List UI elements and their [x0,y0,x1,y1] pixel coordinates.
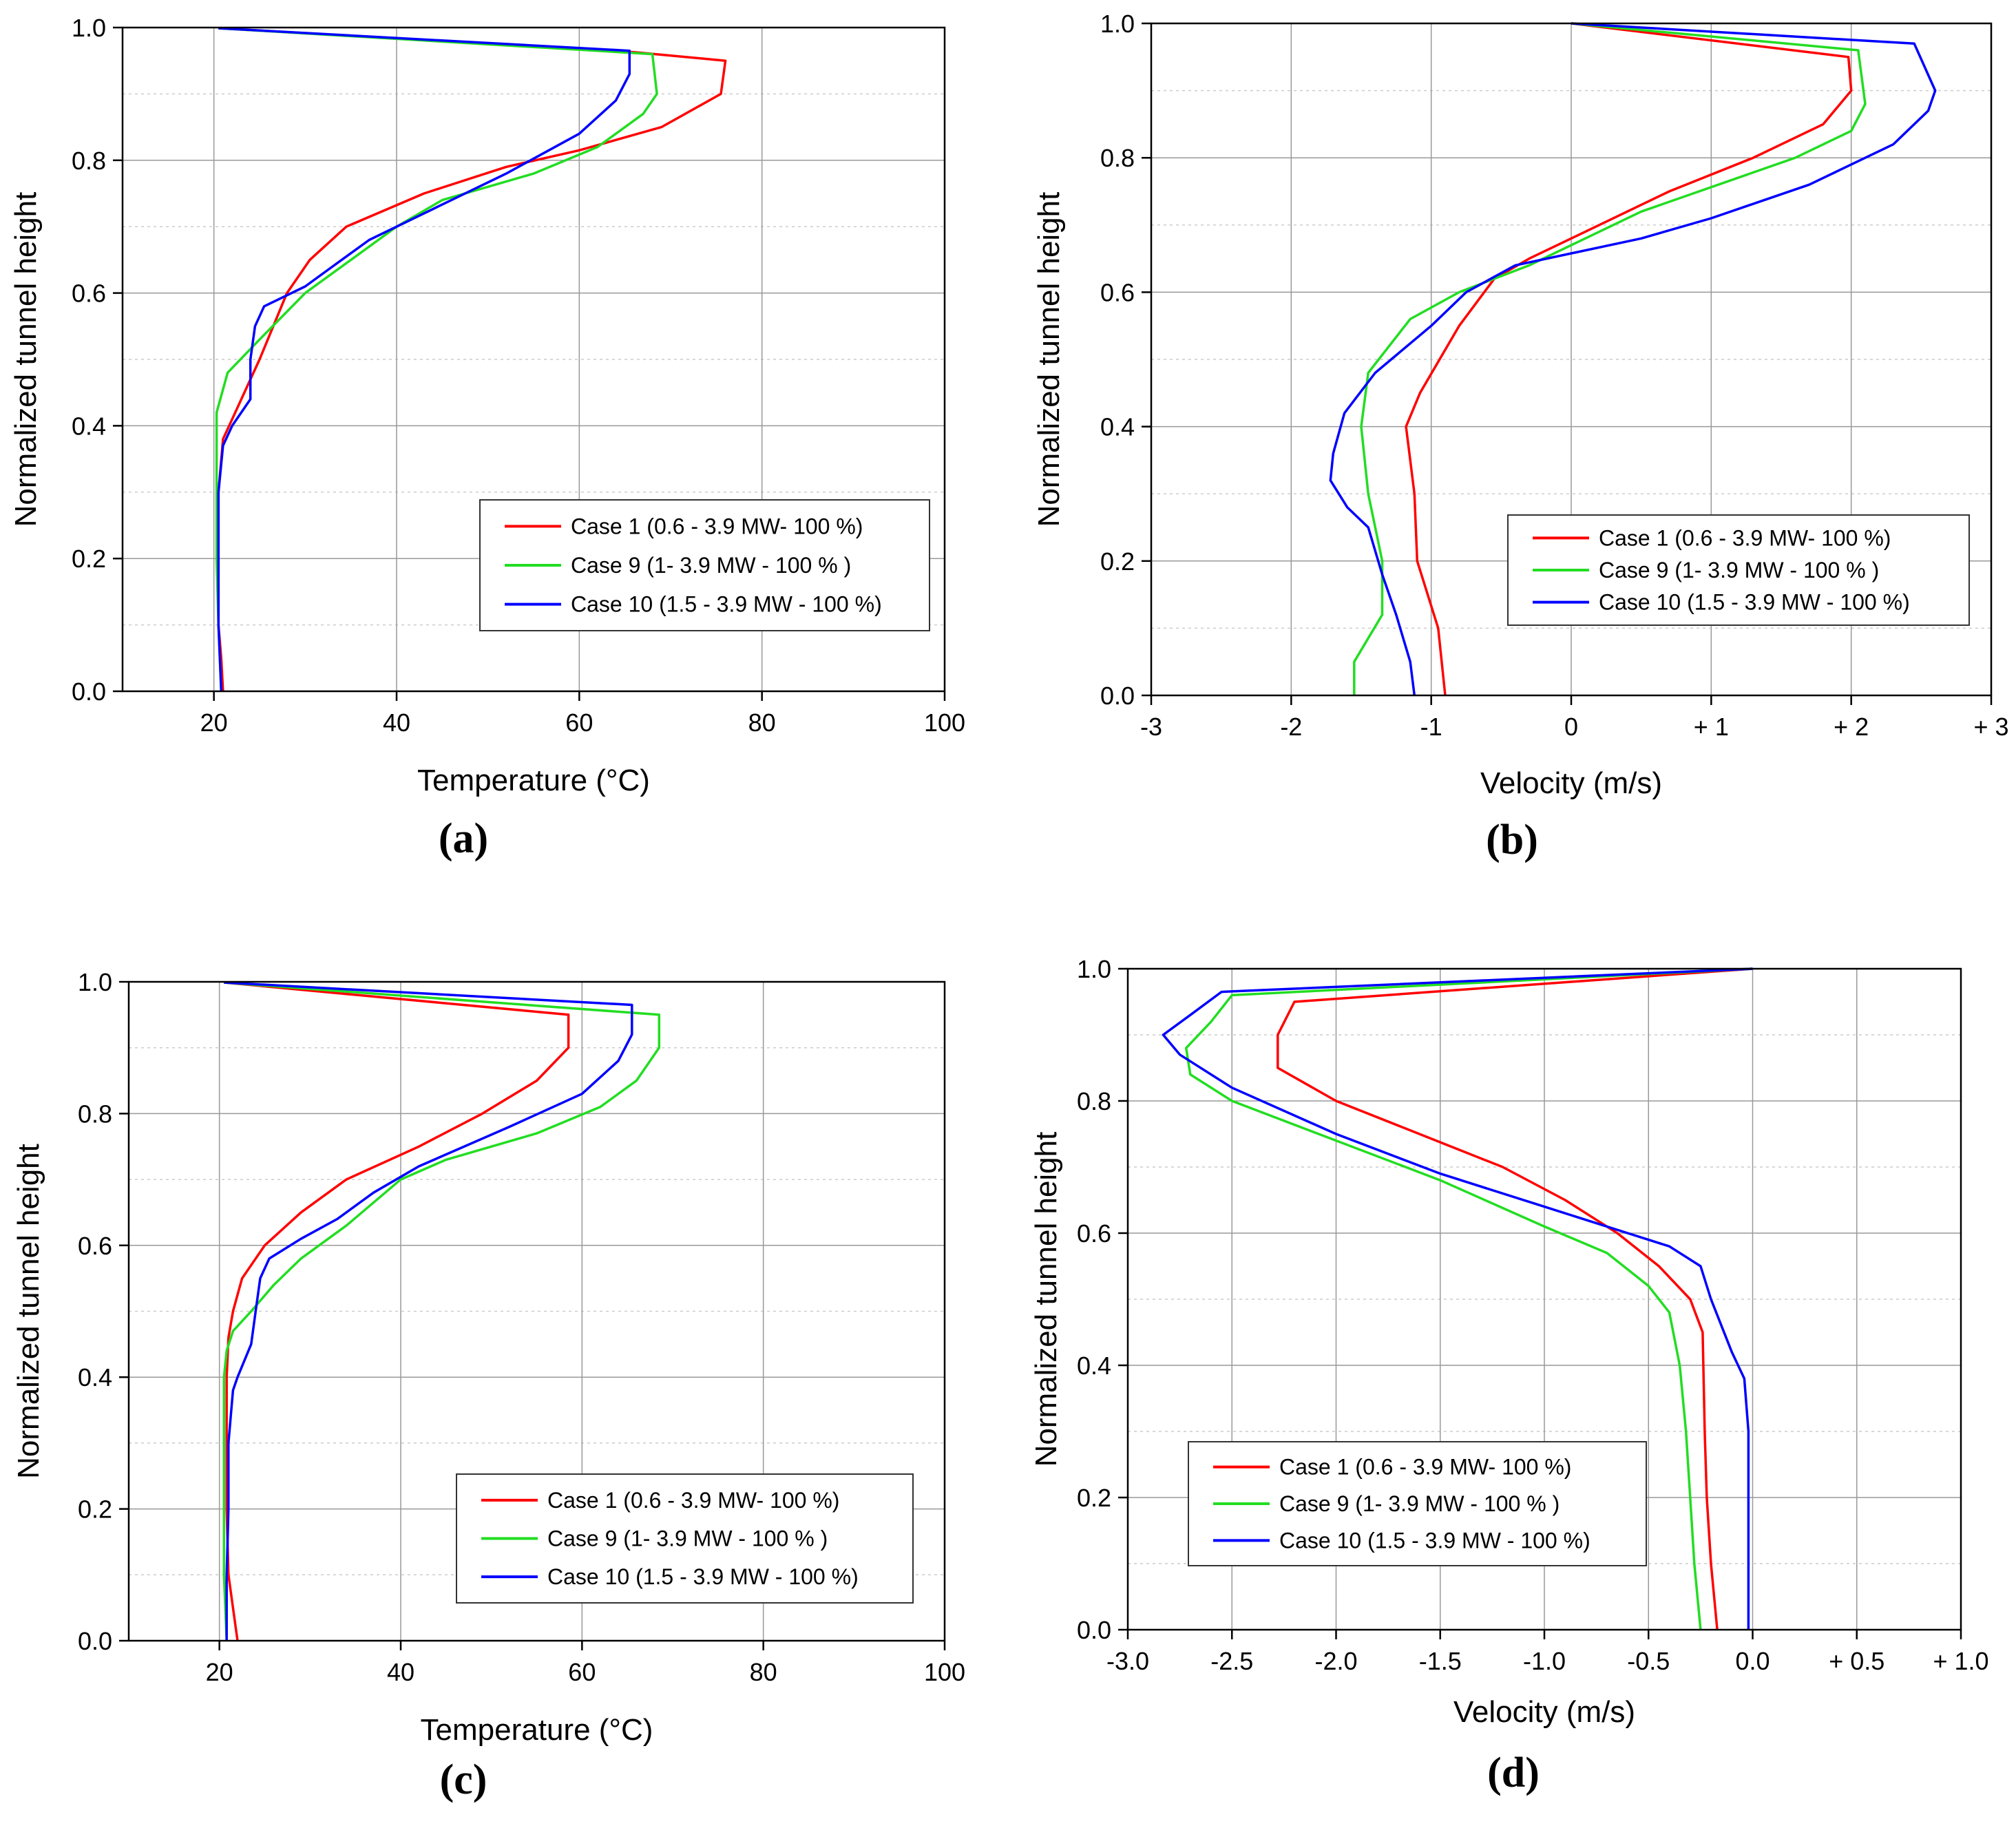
x-tick-label: 40 [387,1658,414,1686]
x-tick-label: -2.5 [1210,1647,1253,1675]
x-tick-label: + 1 [1694,713,1729,741]
legend: Case 1 (0.6 - 3.9 MW- 100 %) Case 9 (1- 3… [456,1473,914,1604]
y-axis-label: Normalized tunnel height [1032,192,1066,527]
y-tick-label: 0.8 [1100,144,1135,172]
x-tick-label: 60 [568,1658,596,1686]
series-line-case1 [1405,22,1853,696]
legend-entry-case9: Case 9 (1- 3.9 MW - 100 % ) [547,1526,828,1551]
y-tick-label: 0.6 [1077,1219,1111,1248]
series-line-case9 [222,981,661,1641]
series-line-case10 [224,981,633,1641]
legend-entry-case9: Case 9 (1- 3.9 MW - 100 % ) [1279,1491,1560,1516]
y-tick-label: 0.2 [1100,547,1135,576]
x-tick-label: -0.5 [1627,1647,1670,1675]
x-tick-label: 20 [200,708,228,737]
y-tick-label: 1.0 [1100,10,1135,38]
series-line-case10 [217,27,631,692]
legend-entry-case10: Case 10 (1.5 - 3.9 MW - 100 %) [1599,590,1910,615]
legend: Case 1 (0.6 - 3.9 MW- 100 %) Case 9 (1- 3… [1188,1441,1647,1566]
plot-frame [127,980,946,1642]
y-tick-label: 0.0 [1100,682,1135,710]
legend-entry-case1: Case 1 (0.6 - 3.9 MW- 100 %) [1599,525,1891,550]
x-axis-label: Temperature (°C) [417,764,650,797]
panel-label: (c) [440,1756,487,1803]
y-axis-label: Normalized tunnel height [1029,1132,1063,1467]
x-tick-label: + 1.0 [1933,1647,1988,1675]
y-tick-label: 0.8 [78,1100,112,1128]
x-tick-label: 0 [1564,713,1578,741]
x-tick-label: 80 [748,708,776,737]
y-tick-label: 0.4 [72,412,106,440]
x-tick-label: -1 [1420,713,1442,741]
y-axis-label: Normalized tunnel height [12,1144,45,1479]
y-tick-label: 1.0 [1077,955,1111,983]
chart-panel-c: 20 40 60 80 100 0.0 0.2 0.4 0.6 0.8 1.0 Temperature… [12,968,965,1803]
y-tick-label: 0.8 [1077,1087,1111,1115]
x-axis-label: Temperature (°C) [421,1713,653,1747]
x-axis-label: Velocity (m/s) [1453,1695,1635,1729]
x-tick-label: + 0.5 [1829,1647,1884,1675]
y-tick-label: 1.0 [72,14,106,42]
x-tick-label: -3.0 [1106,1647,1149,1675]
y-tick-label: 0.6 [1100,278,1135,306]
legend-entry-case9: Case 9 (1- 3.9 MW - 100 % ) [571,553,851,578]
x-tick-label: -1.0 [1523,1647,1566,1675]
y-tick-label: 0.6 [72,280,106,308]
x-tick-label: + 3 [1973,713,2008,741]
y-tick-label: 0.0 [72,677,106,706]
y-tick-label: 0.6 [78,1232,112,1260]
y-tick-label: 0.0 [78,1627,112,1655]
chart-panel-d: -3.0 -2.5 -2.0 -1.5 -1.0 -0.5 0.0 + 0.5 + 1.0 0.0… [1029,955,1989,1796]
plot-frame [121,26,946,693]
x-tick-label: -1.5 [1419,1647,1462,1675]
series-line-case9 [1353,22,1867,695]
x-tick-label: 0.0 [1735,1647,1770,1675]
series-line-case1 [1277,967,1753,1630]
x-tick-label: -2 [1280,713,1302,741]
legend-entry-case1: Case 1 (0.6 - 3.9 MW- 100 %) [1279,1455,1571,1480]
y-axis-label: Normalized tunnel height [9,192,43,527]
panel-label: (d) [1487,1750,1540,1796]
series-line-case10 [1329,22,1937,696]
panel-label: (a) [439,815,488,862]
y-tick-label: 0.2 [78,1495,112,1524]
y-tick-label: 0.4 [1077,1352,1111,1380]
series-line-case9 [215,27,658,692]
y-tick-label: 0.8 [72,147,106,175]
y-tick-label: 0.0 [1077,1616,1111,1644]
series-line-case9 [1184,967,1753,1630]
y-tick-label: 0.4 [78,1363,112,1391]
x-tick-label: 80 [750,1658,777,1686]
y-tick-label: 1.0 [78,968,112,996]
chart-panel-a: 20 40 60 80 100 0.0 0.2 0.4 0.6 0.8 1.0 Temperature… [9,14,965,862]
x-tick-label: 60 [565,708,593,737]
chart-panel-b: -3 -2 -1 0 + 1 + 2 + 3 0.0 0.2 0.4 0.6 0.8 1.0 Veloci… [1032,10,2009,863]
x-tick-label: -3 [1140,713,1162,741]
x-tick-label: -2.0 [1314,1647,1357,1675]
x-tick-label: 20 [206,1658,233,1686]
y-tick-label: 0.4 [1100,413,1135,441]
legend-entry-case9: Case 9 (1- 3.9 MW - 100 % ) [1599,558,1879,582]
legend-entry-case1: Case 1 (0.6 - 3.9 MW- 100 %) [547,1488,839,1513]
legend: Case 1 (0.6 - 3.9 MW- 100 %) Case 9 (1- 3… [479,499,930,631]
x-tick-label: 40 [383,708,410,737]
legend-entry-case10: Case 10 (1.5 - 3.9 MW - 100 %) [1279,1528,1590,1553]
legend-entry-case1: Case 1 (0.6 - 3.9 MW- 100 %) [571,514,863,538]
y-tick-label: 0.2 [72,545,106,573]
series-line-case10 [1162,967,1753,1630]
x-axis-label: Velocity (m/s) [1480,766,1662,800]
x-tick-label: + 2 [1834,713,1869,741]
y-tick-label: 0.2 [1077,1484,1111,1512]
x-tick-label: 100 [924,708,965,737]
legend-entry-case10: Case 10 (1.5 - 3.9 MW - 100 %) [571,592,882,617]
x-tick-label: 100 [924,1658,965,1686]
legend-entry-case10: Case 10 (1.5 - 3.9 MW - 100 %) [547,1564,859,1589]
legend: Case 1 (0.6 - 3.9 MW- 100 %) Case 9 (1- 3… [1507,514,1970,626]
panel-label: (b) [1486,817,1538,863]
